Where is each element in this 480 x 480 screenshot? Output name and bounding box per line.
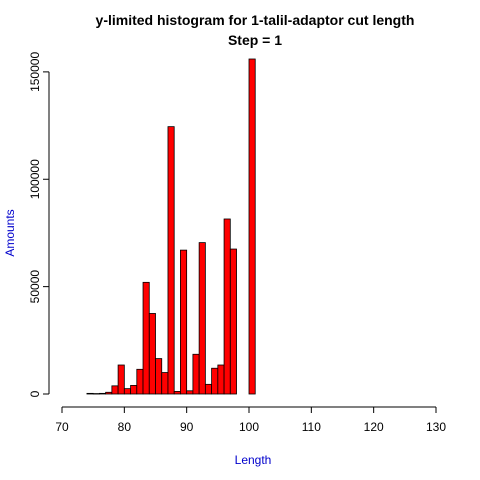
histogram-bar — [167, 126, 175, 395]
x-tick-label: 90 — [180, 420, 194, 434]
y-tick-label: 100000 — [28, 159, 42, 199]
histogram-bar — [155, 358, 163, 395]
y-tick-label: 50000 — [28, 270, 42, 304]
y-tick-label: 150000 — [28, 52, 42, 92]
histogram-bar — [130, 385, 138, 395]
histogram-bar — [161, 372, 169, 395]
histogram-bar — [86, 392, 94, 395]
histogram-bar — [204, 383, 213, 395]
histogram-bar — [123, 388, 131, 395]
histogram-bar — [186, 390, 194, 395]
histogram-bar — [248, 58, 256, 395]
chart-title: y-limited histogram for 1-talil-adaptor … — [96, 12, 415, 28]
chart-subtitle: Step = 1 — [228, 32, 282, 48]
histogram-bar — [173, 391, 181, 395]
histogram-bar — [148, 313, 156, 395]
histogram-bar — [136, 368, 144, 395]
x-axis-label: Length — [235, 453, 272, 467]
x-tick-label: 100 — [239, 420, 259, 434]
x-tick-label: 70 — [55, 420, 69, 434]
histogram-bar — [92, 393, 100, 395]
histogram-bar — [111, 385, 119, 395]
histogram-bar — [105, 391, 113, 395]
histogram-bar — [99, 392, 107, 395]
histogram-bar — [198, 242, 206, 395]
histogram-bar — [223, 218, 231, 395]
y-axis: 0 50000 100000 150000 — [28, 52, 50, 397]
x-axis: 70 80 90 100 110 120 130 — [55, 406, 446, 434]
x-tick-label: 130 — [426, 420, 446, 434]
bars-group — [86, 58, 256, 395]
y-tick-label: 0 — [28, 390, 42, 397]
histogram-bar — [217, 364, 225, 395]
y-axis-label: Amounts — [3, 209, 17, 256]
histogram-bar — [211, 367, 219, 395]
x-tick-label: 80 — [118, 420, 132, 434]
histogram-bar — [117, 364, 125, 395]
x-tick-label: 120 — [364, 420, 384, 434]
histogram-bar — [229, 248, 237, 395]
histogram-bar — [192, 353, 200, 395]
x-tick-label: 110 — [302, 420, 321, 434]
histogram-bar — [142, 281, 150, 395]
histogram-bar — [180, 249, 188, 395]
